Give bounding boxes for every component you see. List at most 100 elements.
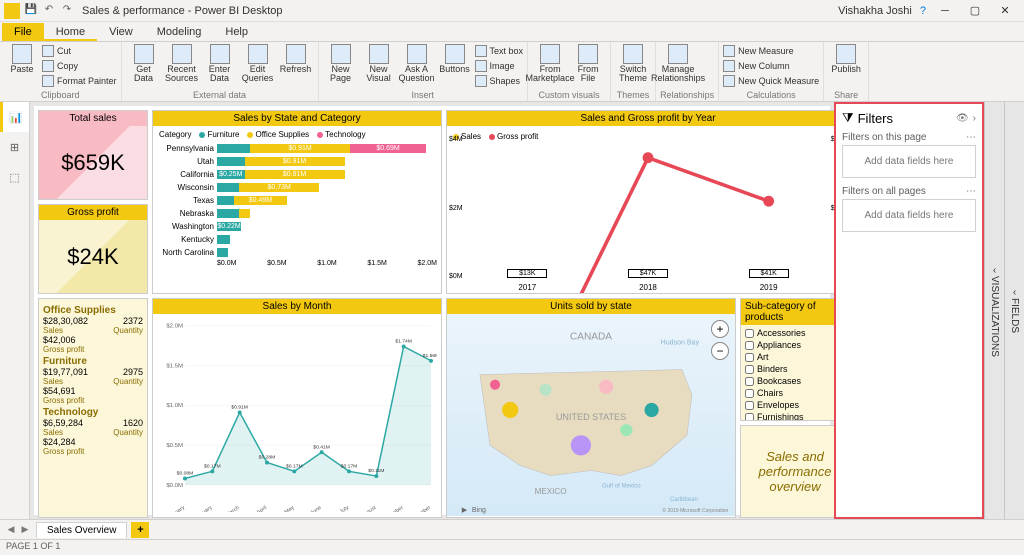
new-quick-measure-button[interactable]: New Quick Measure [723, 74, 819, 88]
help-icon[interactable]: ? [920, 5, 926, 17]
edit-queries-button[interactable]: Edit Queries [240, 44, 276, 83]
shapes-button[interactable]: Shapes [475, 74, 524, 88]
slicer-label: Accessories [757, 328, 806, 338]
redo-icon[interactable]: ↷ [60, 4, 74, 18]
eye-icon[interactable]: 👁 [956, 113, 969, 124]
slicer-checkbox[interactable] [745, 329, 754, 338]
map-body[interactable]: CANADA Hudson Bay UNITED STATES MEXICO G… [447, 314, 735, 516]
kpi-gross-profit[interactable]: Gross profit $24K [38, 204, 148, 294]
map-label-usa: UNITED STATES [556, 412, 626, 422]
bar-row[interactable]: Texas$0.49M [157, 194, 437, 206]
add-page-button[interactable]: + [131, 522, 149, 538]
textbox-overview[interactable]: Sales and performance overview [740, 425, 834, 518]
group-clipboard: Paste Cut Copy Format Painter Clipboard [0, 42, 122, 101]
report-view-button[interactable]: 📊 [0, 102, 29, 132]
refresh-button[interactable]: Refresh [278, 44, 314, 74]
map-bubble [645, 403, 659, 417]
maximize-button[interactable]: ▢ [960, 1, 990, 21]
zoom-out-button[interactable]: − [711, 342, 729, 360]
slicer-checkbox[interactable] [745, 353, 754, 362]
chevron-right-icon[interactable]: › [973, 113, 976, 124]
file-tab[interactable]: File [2, 23, 44, 41]
slicer-item[interactable]: Bookcases [745, 375, 834, 387]
publish-button[interactable]: Publish [828, 44, 864, 74]
ask-question-button[interactable]: Ask A Question [399, 44, 435, 83]
slicer-checkbox[interactable] [745, 341, 754, 350]
slicer-item[interactable]: Art [745, 351, 834, 363]
bar-row[interactable]: Nebraska [157, 207, 437, 219]
filters-pane[interactable]: ⧩ Filters 👁 › Filters on this page⋯ Add … [834, 102, 984, 519]
copy-button[interactable]: Copy [42, 59, 117, 73]
tab-view[interactable]: View [97, 23, 145, 41]
bar-row[interactable]: Pennsylvania$0.91M$0.69M [157, 142, 437, 154]
slicer-checkbox[interactable] [745, 389, 754, 398]
buttons-button[interactable]: Buttons [437, 44, 473, 74]
cut-button[interactable]: Cut [42, 44, 117, 58]
map-label-caribbean: Caribbean [670, 497, 698, 503]
group-insert: New Page New Visual Ask A Question Butto… [319, 42, 529, 101]
svg-text:$0.28M: $0.28M [259, 455, 276, 461]
close-button[interactable]: ✕ [990, 1, 1020, 21]
minimize-button[interactable]: ─ [930, 1, 960, 21]
fields-pane-collapsed[interactable]: ‹ FIELDS [1004, 102, 1024, 519]
kpi-total-sales[interactable]: Total sales $659K [38, 110, 148, 200]
enter-data-button[interactable]: Enter Data [202, 44, 238, 83]
filters-on-all-label: Filters on all pages⋯ [842, 186, 976, 197]
slicer-item[interactable]: Binders [745, 363, 834, 375]
paste-button[interactable]: Paste [4, 44, 40, 74]
svg-text:December: December [408, 505, 432, 512]
page-tab[interactable]: Sales Overview [36, 522, 127, 538]
manage-relationships-button[interactable]: Manage Relationships [660, 44, 696, 83]
undo-icon[interactable]: ↶ [42, 4, 56, 18]
slicer-checkbox[interactable] [745, 401, 754, 410]
new-measure-button[interactable]: New Measure [723, 44, 819, 58]
image-button[interactable]: Image [475, 59, 524, 73]
slicer-item[interactable]: Furnishings [745, 411, 834, 421]
svg-text:$0.11M: $0.11M [368, 468, 384, 474]
from-file-button[interactable]: From File [570, 44, 606, 83]
tab-home[interactable]: Home [44, 23, 97, 41]
new-column-button[interactable]: New Column [723, 59, 819, 73]
slicer-checkbox[interactable] [745, 365, 754, 374]
bar-row[interactable]: Utah$0.91M [157, 155, 437, 167]
group-label: Themes [615, 90, 651, 100]
zoom-in-button[interactable]: + [711, 320, 729, 338]
slicer-item[interactable]: Chairs [745, 387, 834, 399]
prev-page-button[interactable]: ◀ [4, 524, 18, 535]
filters-on-page-drop[interactable]: Add data fields here [842, 145, 976, 178]
switch-theme-button[interactable]: Switch Theme [615, 44, 651, 83]
bar-row[interactable]: Washington$0.22M [157, 220, 437, 232]
new-visual-button[interactable]: New Visual [361, 44, 397, 83]
next-page-button[interactable]: ▶ [18, 524, 32, 535]
bar-row[interactable]: North Carolina [157, 246, 437, 258]
tab-help[interactable]: Help [213, 23, 260, 41]
filters-on-all-drop[interactable]: Add data fields here [842, 199, 976, 232]
line-chart[interactable]: Sales by Month $2.0M$1.5M$1.0M$0.5M$0.0M… [152, 298, 442, 518]
textbox-button[interactable]: Text box [475, 44, 524, 58]
bar-row[interactable]: Kentucky [157, 233, 437, 245]
report-canvas[interactable]: Total sales $659K Sales by State and Cat… [30, 102, 834, 519]
new-page-button[interactable]: New Page [323, 44, 359, 83]
from-marketplace-button[interactable]: From Marketplace [532, 44, 568, 83]
slicer-checkbox[interactable] [745, 377, 754, 386]
user-name[interactable]: Vishakha Joshi [838, 5, 912, 17]
recent-sources-button[interactable]: Recent Sources [164, 44, 200, 83]
get-data-button[interactable]: Get Data [126, 44, 162, 83]
slicer-item[interactable]: Appliances [745, 339, 834, 351]
slicer-checkbox[interactable] [745, 413, 754, 421]
slicer-item[interactable]: Envelopes [745, 399, 834, 411]
slicer-item[interactable]: Accessories [745, 327, 834, 339]
format-painter-button[interactable]: Format Painter [42, 74, 117, 88]
category-multirow-card[interactable]: Office Supplies$28,30,0822372SalesQuanti… [38, 298, 148, 518]
model-view-button[interactable]: ⬚ [0, 162, 29, 192]
bar-row[interactable]: California$0.25M$0.91M [157, 168, 437, 180]
bar-row[interactable]: Wisconsin$0.73M [157, 181, 437, 193]
combo-chart[interactable]: Sales and Gross profit by Year SalesGros… [446, 110, 834, 294]
save-icon[interactable]: 💾 [24, 4, 38, 18]
map-visual[interactable]: Units sold by state CANADA Hudson Bay UN [446, 298, 736, 518]
data-view-button[interactable]: ⊞ [0, 132, 29, 162]
stacked-bar-chart[interactable]: Sales by State and Category CategoryFurn… [152, 110, 442, 294]
slicer-subcategory[interactable]: Sub-category of products AccessoriesAppl… [740, 298, 834, 421]
visualizations-pane-collapsed[interactable]: ‹ VISUALIZATIONS [984, 102, 1004, 519]
tab-modeling[interactable]: Modeling [145, 23, 214, 41]
